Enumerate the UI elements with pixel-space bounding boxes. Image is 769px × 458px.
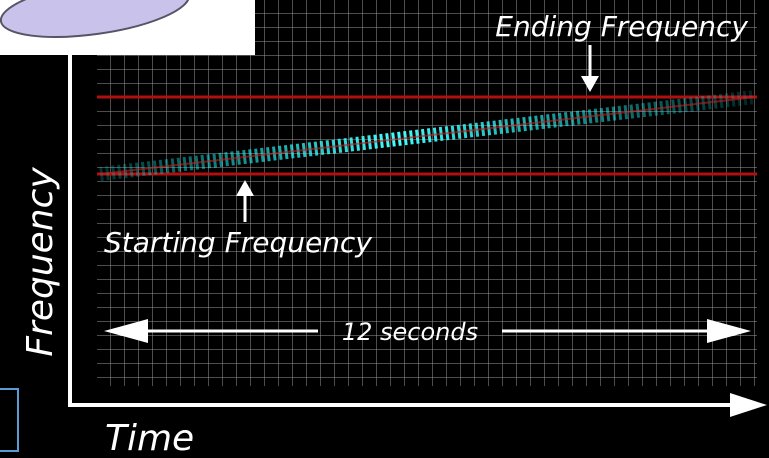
diagram: Ending Frequency Starting Frequency 12 s…	[0, 0, 769, 458]
page: Ending Frequency Starting Frequency 12 s…	[0, 0, 769, 458]
starting-label: Starting Frequency	[104, 226, 372, 259]
duration-label: 12 seconds	[342, 318, 478, 346]
y-axis-label: Frequency	[20, 167, 61, 357]
ending-label: Ending Frequency	[495, 10, 748, 43]
x-axis-label: Time	[105, 418, 194, 458]
